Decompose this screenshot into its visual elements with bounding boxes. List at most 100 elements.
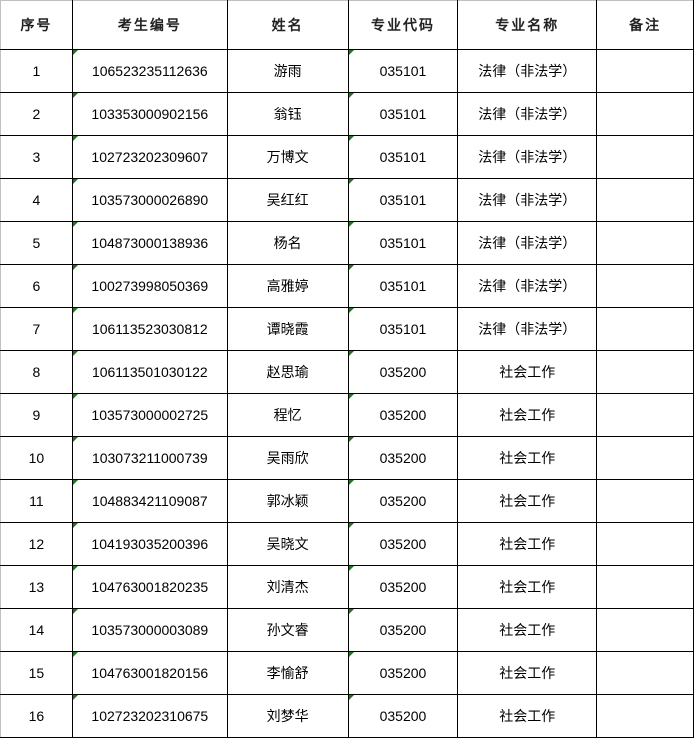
cell-no[interactable]: 16	[0, 694, 73, 738]
cell-name[interactable]: 杨名	[226, 221, 349, 265]
cell-major-code[interactable]: 035200	[347, 479, 459, 523]
cell-note[interactable]	[596, 221, 694, 265]
cell-name[interactable]: 吴雨欣	[226, 436, 349, 480]
cell-major-name[interactable]: 社会工作	[457, 393, 598, 437]
cell-major-name[interactable]: 法律（非法学）	[457, 178, 598, 222]
cell-student-id[interactable]: 102723202310675	[71, 694, 228, 738]
cell-no[interactable]: 10	[0, 436, 73, 480]
cell-no[interactable]: 12	[0, 522, 73, 566]
cell-note[interactable]	[596, 49, 694, 93]
cell-no[interactable]: 13	[0, 565, 73, 609]
cell-no[interactable]: 5	[0, 221, 73, 265]
cell-student-id[interactable]: 103573000003089	[71, 608, 228, 652]
cell-student-id[interactable]: 106113501030122	[71, 350, 228, 394]
cell-name[interactable]: 程忆	[226, 393, 349, 437]
cell-student-id[interactable]: 100273998050369	[71, 264, 228, 308]
cell-major-code[interactable]: 035200	[347, 350, 459, 394]
cell-name[interactable]: 吴晓文	[226, 522, 349, 566]
cell-note[interactable]	[596, 651, 694, 695]
cell-student-id[interactable]: 104873000138936	[71, 221, 228, 265]
cell-note[interactable]	[596, 135, 694, 179]
cell-major-name[interactable]: 社会工作	[457, 694, 598, 738]
cell-major-name[interactable]: 法律（非法学）	[457, 49, 598, 93]
cell-major-name[interactable]: 社会工作	[457, 651, 598, 695]
cell-name[interactable]: 刘梦华	[226, 694, 349, 738]
cell-name[interactable]: 赵思瑜	[226, 350, 349, 394]
cell-no[interactable]: 15	[0, 651, 73, 695]
cell-no[interactable]: 4	[0, 178, 73, 222]
cell-note[interactable]	[596, 350, 694, 394]
cell-major-name[interactable]: 法律（非法学）	[457, 135, 598, 179]
cell-major-name[interactable]: 法律（非法学）	[457, 264, 598, 308]
cell-note[interactable]	[596, 393, 694, 437]
cell-name[interactable]: 刘清杰	[226, 565, 349, 609]
cell-major-code[interactable]: 035200	[347, 393, 459, 437]
cell-name[interactable]: 谭晓霞	[226, 307, 349, 351]
cell-major-code[interactable]: 035200	[347, 608, 459, 652]
cell-major-code[interactable]: 035101	[347, 221, 459, 265]
cell-major-name[interactable]: 社会工作	[457, 565, 598, 609]
cell-note[interactable]	[596, 522, 694, 566]
cell-major-name[interactable]: 社会工作	[457, 608, 598, 652]
cell-no[interactable]: 3	[0, 135, 73, 179]
cell-student-id[interactable]: 106113523030812	[71, 307, 228, 351]
header-no[interactable]: 序号	[0, 0, 73, 50]
cell-no[interactable]: 14	[0, 608, 73, 652]
header-code[interactable]: 专业代码	[347, 0, 459, 50]
cell-major-code[interactable]: 035101	[347, 49, 459, 93]
cell-student-id[interactable]: 104883421109087	[71, 479, 228, 523]
cell-no[interactable]: 6	[0, 264, 73, 308]
cell-student-id[interactable]: 104763001820156	[71, 651, 228, 695]
cell-major-name[interactable]: 法律（非法学）	[457, 307, 598, 351]
cell-major-code[interactable]: 035200	[347, 436, 459, 480]
cell-major-code[interactable]: 035200	[347, 565, 459, 609]
cell-name[interactable]: 郭冰颖	[226, 479, 349, 523]
cell-no[interactable]: 1	[0, 49, 73, 93]
header-major[interactable]: 专业名称	[457, 0, 598, 50]
cell-note[interactable]	[596, 479, 694, 523]
cell-name[interactable]: 游雨	[226, 49, 349, 93]
cell-student-id[interactable]: 102723202309607	[71, 135, 228, 179]
header-note[interactable]: 备注	[596, 0, 694, 50]
cell-major-name[interactable]: 社会工作	[457, 479, 598, 523]
cell-student-id[interactable]: 104763001820235	[71, 565, 228, 609]
cell-major-code[interactable]: 035101	[347, 135, 459, 179]
header-name[interactable]: 姓名	[226, 0, 349, 50]
cell-major-code[interactable]: 035200	[347, 694, 459, 738]
cell-major-code[interactable]: 035101	[347, 178, 459, 222]
cell-no[interactable]: 11	[0, 479, 73, 523]
cell-student-id[interactable]: 103353000902156	[71, 92, 228, 136]
cell-name[interactable]: 吴红红	[226, 178, 349, 222]
cell-major-name[interactable]: 社会工作	[457, 436, 598, 480]
cell-name[interactable]: 李愉舒	[226, 651, 349, 695]
cell-major-code[interactable]: 035200	[347, 522, 459, 566]
header-id[interactable]: 考生编号	[71, 0, 228, 50]
cell-major-name[interactable]: 社会工作	[457, 522, 598, 566]
cell-major-name[interactable]: 法律（非法学）	[457, 221, 598, 265]
cell-name[interactable]: 万博文	[226, 135, 349, 179]
cell-major-name[interactable]: 社会工作	[457, 350, 598, 394]
cell-major-code[interactable]: 035101	[347, 92, 459, 136]
cell-name[interactable]: 高雅婷	[226, 264, 349, 308]
cell-major-code[interactable]: 035101	[347, 264, 459, 308]
cell-note[interactable]	[596, 565, 694, 609]
cell-note[interactable]	[596, 694, 694, 738]
cell-student-id[interactable]: 103073211000739	[71, 436, 228, 480]
cell-student-id[interactable]: 104193035200396	[71, 522, 228, 566]
cell-student-id[interactable]: 106523235112636	[71, 49, 228, 93]
cell-student-id[interactable]: 103573000002725	[71, 393, 228, 437]
cell-name[interactable]: 孙文睿	[226, 608, 349, 652]
cell-note[interactable]	[596, 264, 694, 308]
cell-note[interactable]	[596, 608, 694, 652]
cell-no[interactable]: 9	[0, 393, 73, 437]
cell-no[interactable]: 8	[0, 350, 73, 394]
cell-name[interactable]: 翁钰	[226, 92, 349, 136]
cell-student-id[interactable]: 103573000026890	[71, 178, 228, 222]
cell-note[interactable]	[596, 436, 694, 480]
cell-note[interactable]	[596, 178, 694, 222]
cell-major-name[interactable]: 法律（非法学）	[457, 92, 598, 136]
cell-note[interactable]	[596, 92, 694, 136]
cell-no[interactable]: 7	[0, 307, 73, 351]
cell-major-code[interactable]: 035200	[347, 651, 459, 695]
cell-no[interactable]: 2	[0, 92, 73, 136]
